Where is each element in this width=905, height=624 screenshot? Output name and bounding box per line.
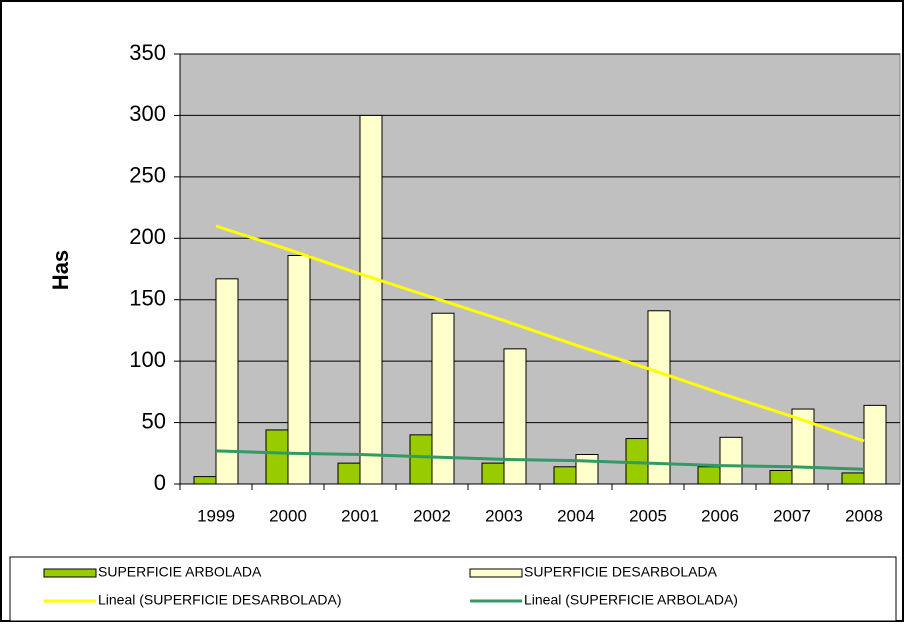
bar [719,436,743,485]
bar [553,466,577,485]
x-tick-label: 2000 [269,506,307,525]
x-tick-label: 2004 [557,506,595,525]
x-tick-label: 2008 [845,506,883,525]
legend-box [9,556,897,622]
y-tick-label: 0 [154,470,166,495]
bar [791,408,815,485]
legend-swatch [43,568,97,578]
y-tick-label: 300 [129,101,166,126]
bar [575,454,599,485]
y-tick-label: 100 [129,347,166,372]
bar [193,476,217,485]
trend-line [215,449,865,471]
legend-label: SUPERFICIE ARBOLADA [98,564,262,580]
bar [215,278,239,485]
bar [359,114,383,485]
trend-line [215,224,865,443]
bar [287,254,311,485]
bar [503,348,527,485]
x-tick-label: 1999 [197,506,235,525]
legend-swatch [469,568,523,578]
y-tick-label: 350 [129,40,166,65]
y-tick-label: 200 [129,224,166,249]
x-tick-label: 2006 [701,506,739,525]
bar [337,462,361,485]
x-tick-label: 2003 [485,506,523,525]
x-tick-label: 2005 [629,506,667,525]
y-tick-label: 150 [129,286,166,311]
bar [769,469,793,485]
legend-label: Lineal (SUPERFICIE ARBOLADA) [524,592,738,608]
bar [431,312,455,485]
bar [409,434,433,485]
x-tick-label: 2001 [341,506,379,525]
bar [697,466,721,485]
legend-label: Lineal (SUPERFICIE DESARBOLADA) [98,592,342,608]
bar [647,310,671,485]
bar [863,404,887,485]
y-axis-label: Has [48,250,73,290]
x-tick-label: 2002 [413,506,451,525]
y-tick-label: 50 [142,408,166,433]
legend-label: SUPERFICIE DESARBOLADA [524,564,718,580]
bar [481,462,505,485]
bar [265,429,289,485]
x-tick-label: 2007 [773,506,811,525]
y-tick-label: 250 [129,163,166,188]
bar [841,472,865,485]
